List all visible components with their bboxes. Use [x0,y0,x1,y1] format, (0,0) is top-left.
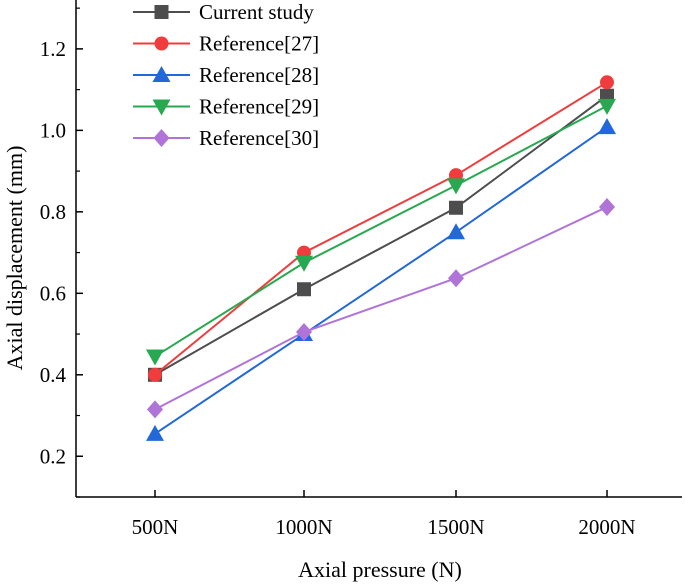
data-point [598,118,616,135]
y-tick-label: 1.2 [40,37,66,61]
series-layer [146,75,616,441]
x-axis-title: Axial pressure (N) [298,557,462,582]
data-point [447,223,465,240]
data-point [599,197,615,216]
series-3 [146,118,616,441]
legend-label: Current study [199,0,314,24]
legend: Current study Reference[27] Reference[28] R… [133,0,319,150]
data-point [147,400,163,419]
legend-marker [153,129,170,147]
legend-label: Reference[27] [199,32,319,56]
y-tick-label: 0.6 [40,281,66,305]
series-4 [146,98,616,366]
legend-label: Reference[29] [199,95,319,119]
x-tick-label: 1500N [427,515,484,539]
y-tick-label: 0.4 [40,363,67,387]
series-line [154,81,608,376]
data-point [296,323,312,342]
legend-label: Reference[30] [199,126,319,150]
data-point [146,349,164,366]
series-line [154,206,608,411]
data-point [598,98,616,115]
data-point [295,255,313,272]
y-axis-title: Axial displacement (mm) [2,146,27,371]
legend-label: Reference[28] [199,63,319,87]
series-line [154,105,608,358]
series-5 [147,197,615,419]
data-point [600,75,614,90]
legend-item: Current study [133,0,314,24]
legend-item: Reference[28] [133,63,319,87]
y-tick-label: 1.0 [40,118,66,142]
legend-marker [154,5,169,19]
legend-marker [152,66,171,82]
data-point [146,424,164,441]
legend-item: Reference[29] [133,95,319,119]
data-point [148,367,162,382]
series-line [154,126,608,435]
y-tick-label: 0.8 [40,200,66,224]
data-point [447,178,465,195]
legend-marker [154,36,169,51]
data-point [449,200,463,215]
x-tick-label: 1000N [275,515,332,539]
series-2 [148,75,614,382]
x-tick-label: 2000N [578,515,635,539]
x-tick-label: 500N [132,515,179,539]
data-point [448,269,464,288]
series-line [154,94,608,376]
legend-marker [152,99,171,116]
y-tick-label: 0.2 [40,444,66,468]
axes: 0.2 0.4 0.6 0.8 1.0 1.2 500N 1000N 1500N 2000N [40,0,682,539]
legend-item: Reference[30] [133,126,319,150]
legend-item: Reference[27] [133,32,319,56]
data-point [297,282,311,297]
